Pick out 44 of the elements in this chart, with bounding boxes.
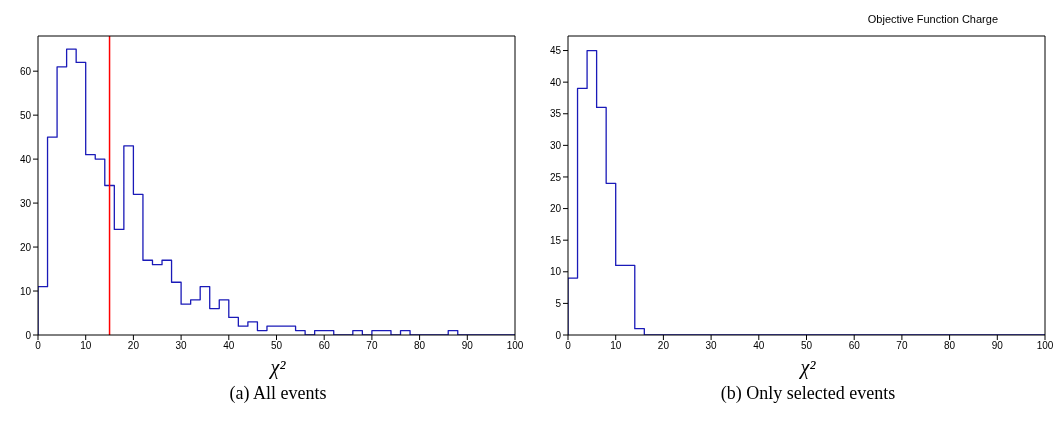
x-tick-label: 0: [565, 340, 572, 352]
x-tick-label: 50: [800, 340, 813, 352]
x-tick-label: 60: [848, 340, 861, 352]
x-tick-label: 80: [944, 340, 956, 352]
x-tick-label: 60: [318, 340, 331, 352]
x-tick-label: 100: [506, 340, 524, 352]
y-tick-label: 25: [549, 171, 562, 183]
x-tick-label: 90: [461, 340, 474, 352]
y-tick-label: 40: [19, 153, 32, 165]
y-tick-label: 20: [19, 241, 32, 253]
y-tick-label: 0: [555, 329, 562, 341]
x-tick-label: 10: [610, 340, 622, 352]
x-tick-label: 100: [1036, 340, 1054, 352]
x-tick-label: 0: [35, 340, 42, 352]
y-tick-label: 20: [549, 203, 562, 215]
y-tick-label: 35: [549, 108, 562, 120]
x-tick-label: 90: [991, 340, 1004, 352]
y-tick-label: 10: [19, 285, 32, 297]
x-axis-title: χ²: [798, 356, 817, 379]
x-tick-label: 10: [80, 340, 92, 352]
x-tick-label: 40: [223, 340, 235, 352]
y-tick-label: 0: [25, 329, 32, 341]
y-tick-label: 30: [19, 197, 32, 209]
x-axis-title: χ²: [268, 356, 287, 379]
chart-title: Objective Function Charge: [866, 12, 999, 27]
x-tick-label: 70: [366, 340, 378, 352]
y-tick-label: 15: [549, 234, 562, 246]
x-tick-label: 50: [270, 340, 283, 352]
text: (a) All events: [228, 383, 328, 404]
y-tick-label: 60: [19, 65, 32, 77]
y-tick-label: 10: [549, 266, 562, 278]
y-tick-label: 40: [549, 76, 562, 88]
y-tick-label: 5: [555, 297, 562, 309]
text: (b) Only selected events: [719, 383, 897, 404]
x-tick-label: 70: [896, 340, 908, 352]
x-tick-label: 20: [657, 340, 670, 352]
x-tick-label: 30: [175, 340, 188, 352]
x-tick-label: 40: [753, 340, 765, 352]
x-tick-label: 80: [414, 340, 426, 352]
x-tick-label: 20: [127, 340, 140, 352]
y-tick-label: 45: [549, 45, 562, 57]
y-tick-label: 30: [549, 139, 562, 151]
x-tick-label: 30: [705, 340, 718, 352]
y-tick-label: 50: [19, 109, 32, 121]
